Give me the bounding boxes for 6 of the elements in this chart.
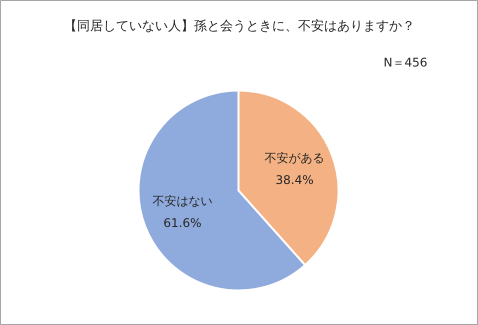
- slice-label: 不安はない: [152, 194, 212, 208]
- chart-title: 【同居していない人】孫と会うときに、不安はありますか？: [64, 18, 415, 34]
- data-label: 61.6%: [163, 216, 202, 230]
- slice-label: 不安がある: [264, 151, 325, 166]
- text: N＝456: [384, 56, 428, 70]
- data-label: 38.4%: [276, 173, 314, 188]
